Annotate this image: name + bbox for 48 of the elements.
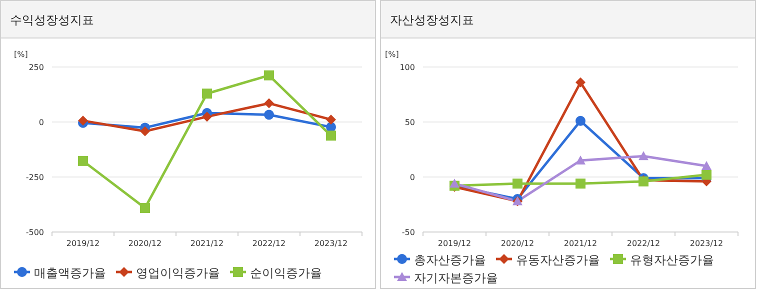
point (202, 112, 212, 122)
x-tick-label: 2022/12 (252, 239, 286, 248)
point (264, 110, 274, 120)
point (576, 77, 586, 88)
point (576, 178, 586, 189)
y-axis-title: [%] (385, 50, 399, 59)
x-tick-label: 2019/12 (438, 239, 472, 248)
x-tick-label: 2019/12 (66, 239, 100, 248)
y-tick-label: -500 (26, 228, 44, 237)
legend-label: 유동자산증가율 (516, 253, 600, 267)
point (202, 88, 212, 99)
x-tick-label: 2022/12 (626, 239, 660, 248)
point (638, 151, 648, 160)
point (512, 178, 522, 189)
y-tick-label: 250 (28, 63, 44, 72)
x-tick-label: 2021/12 (190, 239, 224, 248)
legend-label: 유형자산증가율 (630, 253, 714, 267)
legend-label: 매출액증가율 (34, 266, 106, 280)
chart-title: 자산성장성지표 (390, 13, 474, 27)
point (140, 126, 150, 136)
y-tick-label: 0 (38, 118, 44, 127)
legend-label: 자기자본증가율 (414, 271, 498, 285)
y-tick-label: -50 (402, 228, 415, 237)
point (450, 178, 460, 188)
legend-label: 영업이익증가율 (136, 266, 220, 280)
legend-label: 총자산증가율 (414, 253, 486, 267)
y-tick-label: 50 (404, 118, 415, 127)
point (702, 170, 712, 180)
x-tick-label: 2021/12 (564, 239, 598, 248)
legend-label: 순이익증가율 (250, 266, 322, 280)
point (78, 156, 88, 166)
y-tick-label: -250 (26, 173, 44, 182)
point (326, 114, 336, 125)
point (140, 203, 150, 214)
point (326, 130, 336, 141)
x-tick-label: 2020/12 (128, 239, 162, 248)
point (576, 156, 586, 164)
point (702, 161, 712, 170)
point (264, 98, 274, 108)
y-tick-label: 0 (410, 173, 415, 182)
chart-title: 수익성장성지표 (10, 13, 94, 27)
x-tick-label: 2020/12 (500, 239, 534, 248)
y-axis-title: [%] (14, 50, 28, 59)
x-tick-label: 2023/12 (314, 239, 348, 248)
point (264, 70, 274, 80)
point (576, 116, 586, 126)
y-tick-label: 100 (400, 63, 415, 72)
x-tick-label: 2023/12 (690, 239, 724, 248)
